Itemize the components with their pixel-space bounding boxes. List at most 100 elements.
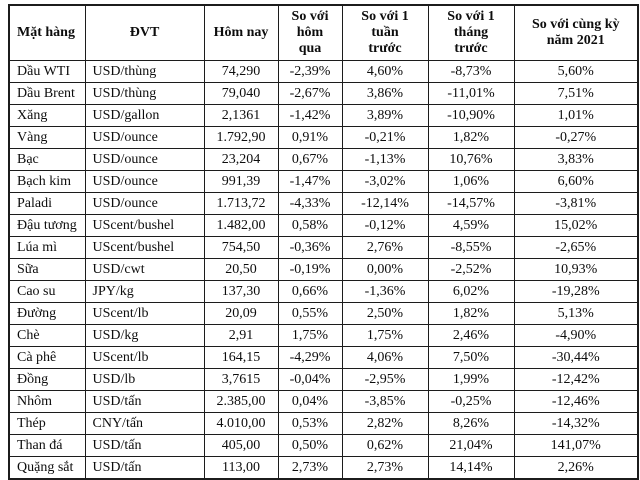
item-cell: Xăng	[8, 104, 86, 127]
vs-week-cell: -2,95%	[341, 368, 429, 391]
item-cell: Lúa mì	[8, 236, 86, 259]
today-cell: 23,204	[203, 148, 279, 171]
vs-week-cell: 2,76%	[341, 236, 429, 259]
vs-month-cell: -14,57%	[427, 192, 515, 215]
table-row: Vàng USD/ounce 1.792,90 0,91% -0,21% 1,82% -0,…	[8, 126, 639, 149]
table-row: Nhôm USD/tấn 2.385,00 0,04% -3,85% -0,25% -12,…	[8, 390, 639, 413]
vs-month-cell: -0,25%	[427, 390, 515, 413]
today-cell: 405,00	[203, 434, 279, 457]
table-row: Dầu Brent USD/thùng 79,040 -2,67% 3,86% -11,0…	[8, 82, 639, 105]
vs-yesterday-cell: -4,29%	[277, 346, 343, 369]
unit-cell: USD/kg	[84, 324, 205, 347]
today-cell: 2,91	[203, 324, 279, 347]
col-header-vs-month: So với 1 tháng trước	[427, 4, 515, 61]
vs-yesterday-cell: 0,53%	[277, 412, 343, 435]
unit-cell: USD/lb	[84, 368, 205, 391]
vs-week-cell: 4,60%	[341, 60, 429, 83]
vs-yesterday-cell: 0,66%	[277, 280, 343, 303]
vs-yesterday-cell: -0,19%	[277, 258, 343, 281]
table-row: Bạch kim USD/ounce 991,39 -1,47% -3,02% 1,06%…	[8, 170, 639, 193]
table-row: Quặng sắt USD/tấn 113,00 2,73% 2,73% 14,14% 2,…	[8, 456, 639, 480]
unit-cell: USD/tấn	[84, 434, 205, 457]
commodity-price-table: Mặt hàng ĐVT Hôm nay So với hôm qua So v…	[8, 4, 639, 480]
table-row: Paladi USD/ounce 1.713,72 -4,33% -12,14% -14,…	[8, 192, 639, 215]
item-cell: Nhôm	[8, 390, 86, 413]
vs-yesterday-cell: -2,67%	[277, 82, 343, 105]
unit-cell: USD/tấn	[84, 390, 205, 413]
vs-year-cell: 1,01%	[513, 104, 639, 127]
vs-month-cell: 6,02%	[427, 280, 515, 303]
item-cell: Paladi	[8, 192, 86, 215]
vs-week-cell: 0,00%	[341, 258, 429, 281]
item-cell: Cao su	[8, 280, 86, 303]
vs-week-cell: -0,21%	[341, 126, 429, 149]
today-cell: 79,040	[203, 82, 279, 105]
vs-year-cell: -4,90%	[513, 324, 639, 347]
today-cell: 74,290	[203, 60, 279, 83]
vs-yesterday-cell: 0,67%	[277, 148, 343, 171]
vs-month-cell: 1,82%	[427, 302, 515, 325]
item-cell: Quặng sắt	[8, 456, 86, 480]
table-row: Thép CNY/tấn 4.010,00 0,53% 2,82% 8,26% -14,32…	[8, 412, 639, 435]
vs-year-cell: -14,32%	[513, 412, 639, 435]
vs-month-cell: -2,52%	[427, 258, 515, 281]
unit-cell: USD/ounce	[84, 126, 205, 149]
unit-cell: USD/ounce	[84, 148, 205, 171]
table-row: Bạc USD/ounce 23,204 0,67% -1,13% 10,76% 3,83%	[8, 148, 639, 171]
col-header-vs-year-2021: So với cùng kỳ năm 2021	[513, 4, 639, 61]
unit-cell: CNY/tấn	[84, 412, 205, 435]
unit-cell: USD/ounce	[84, 192, 205, 215]
table-body: Dầu WTI USD/thùng 74,290 -2,39% 4,60% -8,73% 5…	[8, 60, 639, 480]
vs-yesterday-cell: -4,33%	[277, 192, 343, 215]
vs-week-cell: -1,36%	[341, 280, 429, 303]
vs-year-cell: -0,27%	[513, 126, 639, 149]
vs-week-cell: 2,73%	[341, 456, 429, 480]
item-cell: Chè	[8, 324, 86, 347]
vs-week-cell: 2,82%	[341, 412, 429, 435]
vs-month-cell: 10,76%	[427, 148, 515, 171]
vs-week-cell: -3,85%	[341, 390, 429, 413]
item-cell: Đậu tương	[8, 214, 86, 237]
item-cell: Đồng	[8, 368, 86, 391]
today-cell: 4.010,00	[203, 412, 279, 435]
vs-yesterday-cell: 0,91%	[277, 126, 343, 149]
table-row: Cao su JPY/kg 137,30 0,66% -1,36% 6,02% -19,28…	[8, 280, 639, 303]
vs-yesterday-cell: 0,55%	[277, 302, 343, 325]
vs-week-cell: -3,02%	[341, 170, 429, 193]
today-cell: 113,00	[203, 456, 279, 480]
vs-month-cell: 7,50%	[427, 346, 515, 369]
unit-cell: UScent/bushel	[84, 214, 205, 237]
item-cell: Thép	[8, 412, 86, 435]
vs-week-cell: -0,12%	[341, 214, 429, 237]
vs-week-cell: 4,06%	[341, 346, 429, 369]
item-cell: Sữa	[8, 258, 86, 281]
vs-year-cell: -12,46%	[513, 390, 639, 413]
vs-week-cell: 3,86%	[341, 82, 429, 105]
header-row: Mặt hàng ĐVT Hôm nay So với hôm qua So v…	[8, 4, 639, 61]
vs-yesterday-cell: 2,73%	[277, 456, 343, 480]
unit-cell: UScent/lb	[84, 302, 205, 325]
vs-month-cell: -8,55%	[427, 236, 515, 259]
vs-week-cell: -1,13%	[341, 148, 429, 171]
today-cell: 1.713,72	[203, 192, 279, 215]
vs-yesterday-cell: 1,75%	[277, 324, 343, 347]
item-cell: Than đá	[8, 434, 86, 457]
col-header-vs-yesterday: So với hôm qua	[277, 4, 343, 61]
today-cell: 2,1361	[203, 104, 279, 127]
table-header: Mặt hàng ĐVT Hôm nay So với hôm qua So v…	[8, 4, 639, 61]
table-row: Đồng USD/lb 3,7615 -0,04% -2,95% 1,99% -12,42%	[8, 368, 639, 391]
table-row: Lúa mì UScent/bushel 754,50 -0,36% 2,76% -8,5…	[8, 236, 639, 259]
item-cell: Bạch kim	[8, 170, 86, 193]
today-cell: 20,50	[203, 258, 279, 281]
today-cell: 137,30	[203, 280, 279, 303]
unit-cell: JPY/kg	[84, 280, 205, 303]
vs-yesterday-cell: 0,04%	[277, 390, 343, 413]
vs-year-cell: 5,13%	[513, 302, 639, 325]
vs-month-cell: -10,90%	[427, 104, 515, 127]
item-cell: Cà phê	[8, 346, 86, 369]
vs-month-cell: 14,14%	[427, 456, 515, 480]
vs-yesterday-cell: -1,42%	[277, 104, 343, 127]
unit-cell: UScent/bushel	[84, 236, 205, 259]
item-cell: Dầu Brent	[8, 82, 86, 105]
vs-year-cell: 10,93%	[513, 258, 639, 281]
